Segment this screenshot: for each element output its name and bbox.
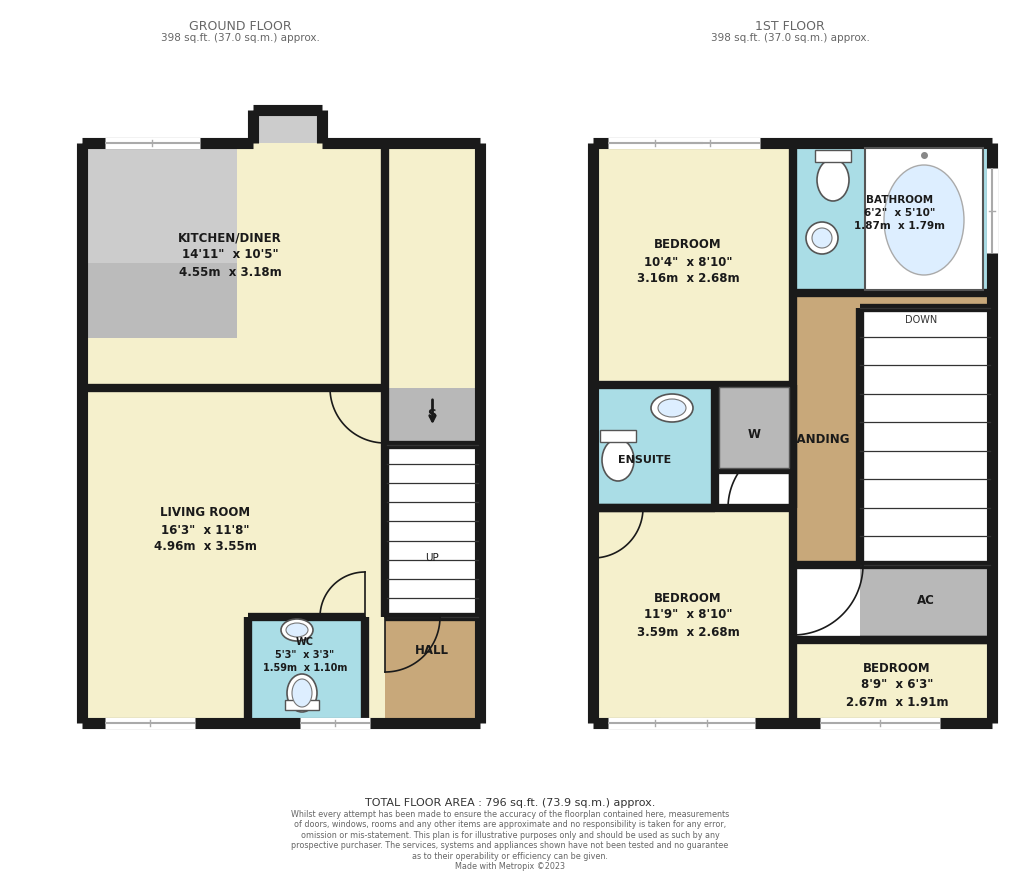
Bar	[384, 445, 480, 617]
Bar	[253, 110, 322, 143]
Text: DOWN: DOWN	[904, 315, 936, 325]
Text: GROUND FLOOR: GROUND FLOOR	[189, 20, 291, 33]
Bar	[592, 508, 792, 723]
Bar	[248, 617, 365, 723]
Bar	[859, 565, 991, 640]
Ellipse shape	[286, 674, 317, 712]
Ellipse shape	[816, 159, 848, 201]
Text: TOTAL FLOOR AREA : 796 sq.ft. (73.9 sq.m.) approx.: TOTAL FLOOR AREA : 796 sq.ft. (73.9 sq.m…	[365, 798, 654, 808]
Text: BATHROOM
6'2"  x 5'10"
1.87m  x 1.79m: BATHROOM 6'2" x 5'10" 1.87m x 1.79m	[854, 195, 945, 231]
Bar	[384, 388, 480, 445]
Bar	[599, 430, 636, 442]
Text: LIVING ROOM
16'3"  x 11'8"
4.96m  x 3.55m: LIVING ROOM 16'3" x 11'8" 4.96m x 3.55m	[154, 506, 256, 553]
Ellipse shape	[601, 439, 634, 481]
Bar	[714, 385, 792, 470]
Text: LANDING: LANDING	[789, 434, 850, 446]
Circle shape	[805, 222, 838, 254]
Text: UP: UP	[425, 553, 438, 563]
Ellipse shape	[285, 623, 308, 637]
Text: 1ST FLOOR: 1ST FLOOR	[754, 20, 824, 33]
Bar	[82, 143, 236, 263]
Text: W: W	[747, 429, 760, 442]
Bar	[592, 385, 714, 508]
Text: BEDROOM
8'9"  x 6'3"
2.67m  x 1.91m: BEDROOM 8'9" x 6'3" 2.67m x 1.91m	[845, 662, 948, 709]
Bar	[792, 640, 991, 723]
Ellipse shape	[883, 165, 963, 275]
Bar	[284, 700, 319, 710]
Bar	[82, 263, 236, 338]
Bar	[82, 143, 480, 388]
Bar	[814, 150, 850, 162]
Text: 398 sq.ft. (37.0 sq.m.) approx.: 398 sq.ft. (37.0 sq.m.) approx.	[710, 33, 868, 43]
Text: S: S	[427, 409, 436, 422]
Text: Whilst every attempt has been made to ensure the accuracy of the floorplan conta: Whilst every attempt has been made to en…	[290, 810, 729, 871]
Bar	[718, 387, 789, 468]
Bar	[384, 617, 480, 723]
Ellipse shape	[280, 619, 313, 641]
Bar	[792, 143, 991, 293]
Ellipse shape	[291, 679, 312, 707]
Bar	[82, 388, 384, 723]
Bar	[859, 308, 991, 565]
Text: BEDROOM
11'9"  x 8'10"
3.59m  x 2.68m: BEDROOM 11'9" x 8'10" 3.59m x 2.68m	[636, 592, 739, 638]
Bar	[592, 143, 792, 385]
Text: 398 sq.ft. (37.0 sq.m.) approx.: 398 sq.ft. (37.0 sq.m.) approx.	[160, 33, 319, 43]
Ellipse shape	[657, 399, 686, 417]
Text: AC: AC	[916, 594, 934, 607]
Text: ENSUITE: ENSUITE	[618, 455, 671, 465]
Bar	[792, 293, 991, 565]
Bar	[864, 148, 982, 290]
Ellipse shape	[650, 394, 692, 422]
Text: WC
5'3"  x 3'3"
1.59m  x 1.10m: WC 5'3" x 3'3" 1.59m x 1.10m	[263, 636, 346, 673]
Text: HALL: HALL	[415, 643, 448, 656]
Circle shape	[811, 228, 832, 248]
Text: BEDROOM
10'4"  x 8'10"
3.16m  x 2.68m: BEDROOM 10'4" x 8'10" 3.16m x 2.68m	[636, 238, 739, 285]
Text: KITCHEN/DINER
14'11"  x 10'5"
4.55m  x 3.18m: KITCHEN/DINER 14'11" x 10'5" 4.55m x 3.1…	[178, 231, 281, 278]
